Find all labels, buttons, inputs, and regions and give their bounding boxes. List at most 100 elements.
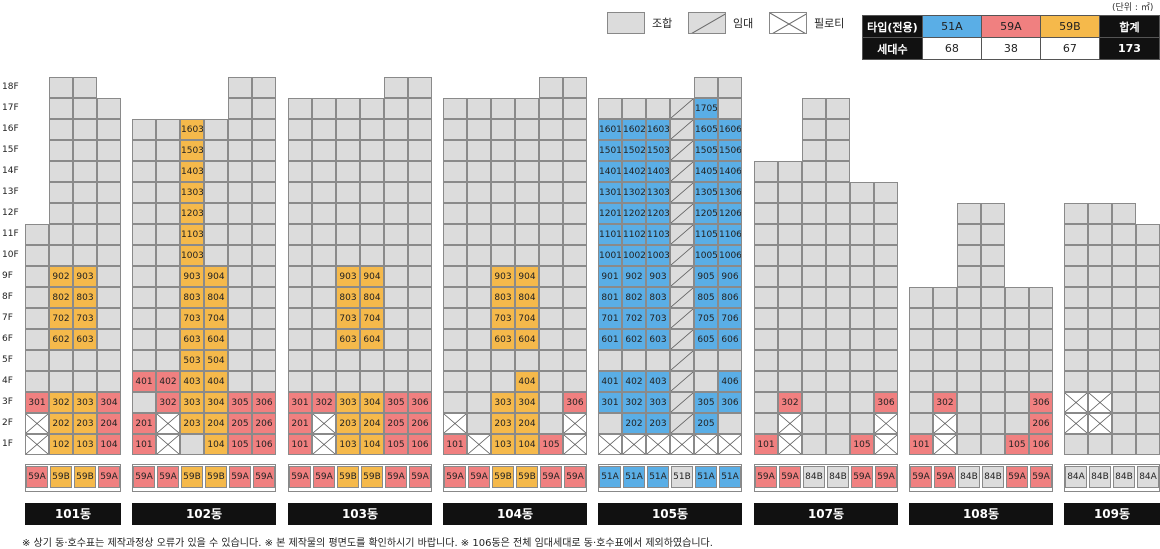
unit-cell	[252, 140, 276, 161]
unit-cell	[802, 98, 826, 119]
unit-904: 904	[360, 266, 384, 287]
unit-cell	[491, 371, 515, 392]
floor-label: 9F	[2, 271, 13, 281]
unit-601: 601	[598, 329, 622, 350]
unit-903: 903	[336, 266, 360, 287]
type-label-51A: 51A	[599, 466, 621, 488]
unit-cell	[49, 371, 73, 392]
piloti-cross-icon	[719, 435, 741, 454]
unit-cell	[1064, 350, 1088, 371]
type-label-59B: 59B	[492, 466, 514, 488]
unit-cell	[1136, 224, 1160, 245]
unit-105: 105	[228, 434, 252, 455]
unit-cell	[25, 350, 49, 371]
unit-cell	[156, 350, 180, 371]
unit-cell	[336, 350, 360, 371]
piloti-cross-icon	[564, 435, 586, 454]
piloti-cross-icon	[313, 435, 335, 454]
unit-603: 603	[491, 329, 515, 350]
summary-type-59a: 59A	[980, 15, 1041, 38]
unit-cell	[981, 245, 1005, 266]
unit-1102: 1102	[622, 224, 646, 245]
unit-cell	[515, 203, 539, 224]
unit-202: 202	[49, 413, 73, 434]
unit-206: 206	[252, 413, 276, 434]
unit-cell	[754, 371, 778, 392]
unit-205: 205	[228, 413, 252, 434]
unit-cell	[25, 287, 49, 308]
unit-1501: 1501	[598, 140, 622, 161]
unit-cell	[826, 224, 850, 245]
unit-cell	[754, 329, 778, 350]
unit-1105: 1105	[694, 224, 718, 245]
unit-cell	[1005, 329, 1029, 350]
unit-705: 705	[694, 308, 718, 329]
unit-cell	[563, 350, 587, 371]
unit-304: 304	[515, 392, 539, 413]
unit-cell	[25, 371, 49, 392]
piloti-cross-icon	[1065, 414, 1087, 433]
unit-804: 804	[515, 287, 539, 308]
unit-cell	[981, 350, 1005, 371]
floor-label: 12F	[2, 208, 19, 218]
unit-cell	[957, 434, 981, 455]
unit-306: 306	[874, 392, 898, 413]
unit-cell	[826, 98, 850, 119]
unit-cell	[1029, 350, 1053, 371]
piloti-cell	[778, 413, 802, 434]
type-label-59A: 59A	[409, 466, 431, 488]
unit-cell	[49, 203, 73, 224]
unit-cell	[204, 203, 228, 224]
unit-403: 403	[646, 371, 670, 392]
unit-cell	[408, 203, 432, 224]
unit-cell	[97, 350, 121, 371]
unit-cell	[874, 224, 898, 245]
piloti-cell	[598, 434, 622, 455]
unit-cell	[598, 413, 622, 434]
unit-cell	[826, 287, 850, 308]
floor-label: 8F	[2, 292, 13, 302]
unit-906: 906	[718, 266, 742, 287]
unit-203: 203	[646, 413, 670, 434]
unit-1205: 1205	[694, 203, 718, 224]
summary-count-header: 세대수	[862, 37, 923, 60]
piloti-cross-icon	[564, 414, 586, 433]
unit-cell	[156, 119, 180, 140]
unit-cell	[97, 329, 121, 350]
piloti-cell	[156, 413, 180, 434]
piloti-cross-icon	[1089, 414, 1111, 433]
piloti-cross-icon	[468, 435, 490, 454]
unit-cell	[754, 224, 778, 245]
piloti-cell	[563, 434, 587, 455]
unit-cell	[598, 98, 622, 119]
unit-cell	[754, 182, 778, 203]
unit-cell	[252, 245, 276, 266]
unit-cell	[598, 350, 622, 371]
unit-302: 302	[49, 392, 73, 413]
unit-cell	[384, 350, 408, 371]
unit-cell	[252, 98, 276, 119]
unit-cell	[826, 266, 850, 287]
unit-cell	[802, 266, 826, 287]
unit-1003: 1003	[646, 245, 670, 266]
unit-cell	[467, 182, 491, 203]
piloti-cell	[156, 434, 180, 455]
unit-cell	[360, 203, 384, 224]
piloti-cell	[25, 434, 49, 455]
unit-cell	[467, 224, 491, 245]
unit-cell	[228, 140, 252, 161]
unit-1206: 1206	[718, 203, 742, 224]
type-label-59A: 59A	[253, 466, 275, 488]
unit-604: 604	[515, 329, 539, 350]
unit-cell	[826, 413, 850, 434]
unit-cell	[228, 371, 252, 392]
unit-cell	[156, 140, 180, 161]
unit-cell	[97, 224, 121, 245]
piloti-cell	[1088, 392, 1112, 413]
piloti-cross-icon	[157, 435, 179, 454]
unit-803: 803	[180, 287, 204, 308]
legend-rental-label: 임대	[733, 17, 754, 30]
unit-cell	[49, 182, 73, 203]
unit-cell	[97, 182, 121, 203]
piloti-cell	[312, 413, 336, 434]
